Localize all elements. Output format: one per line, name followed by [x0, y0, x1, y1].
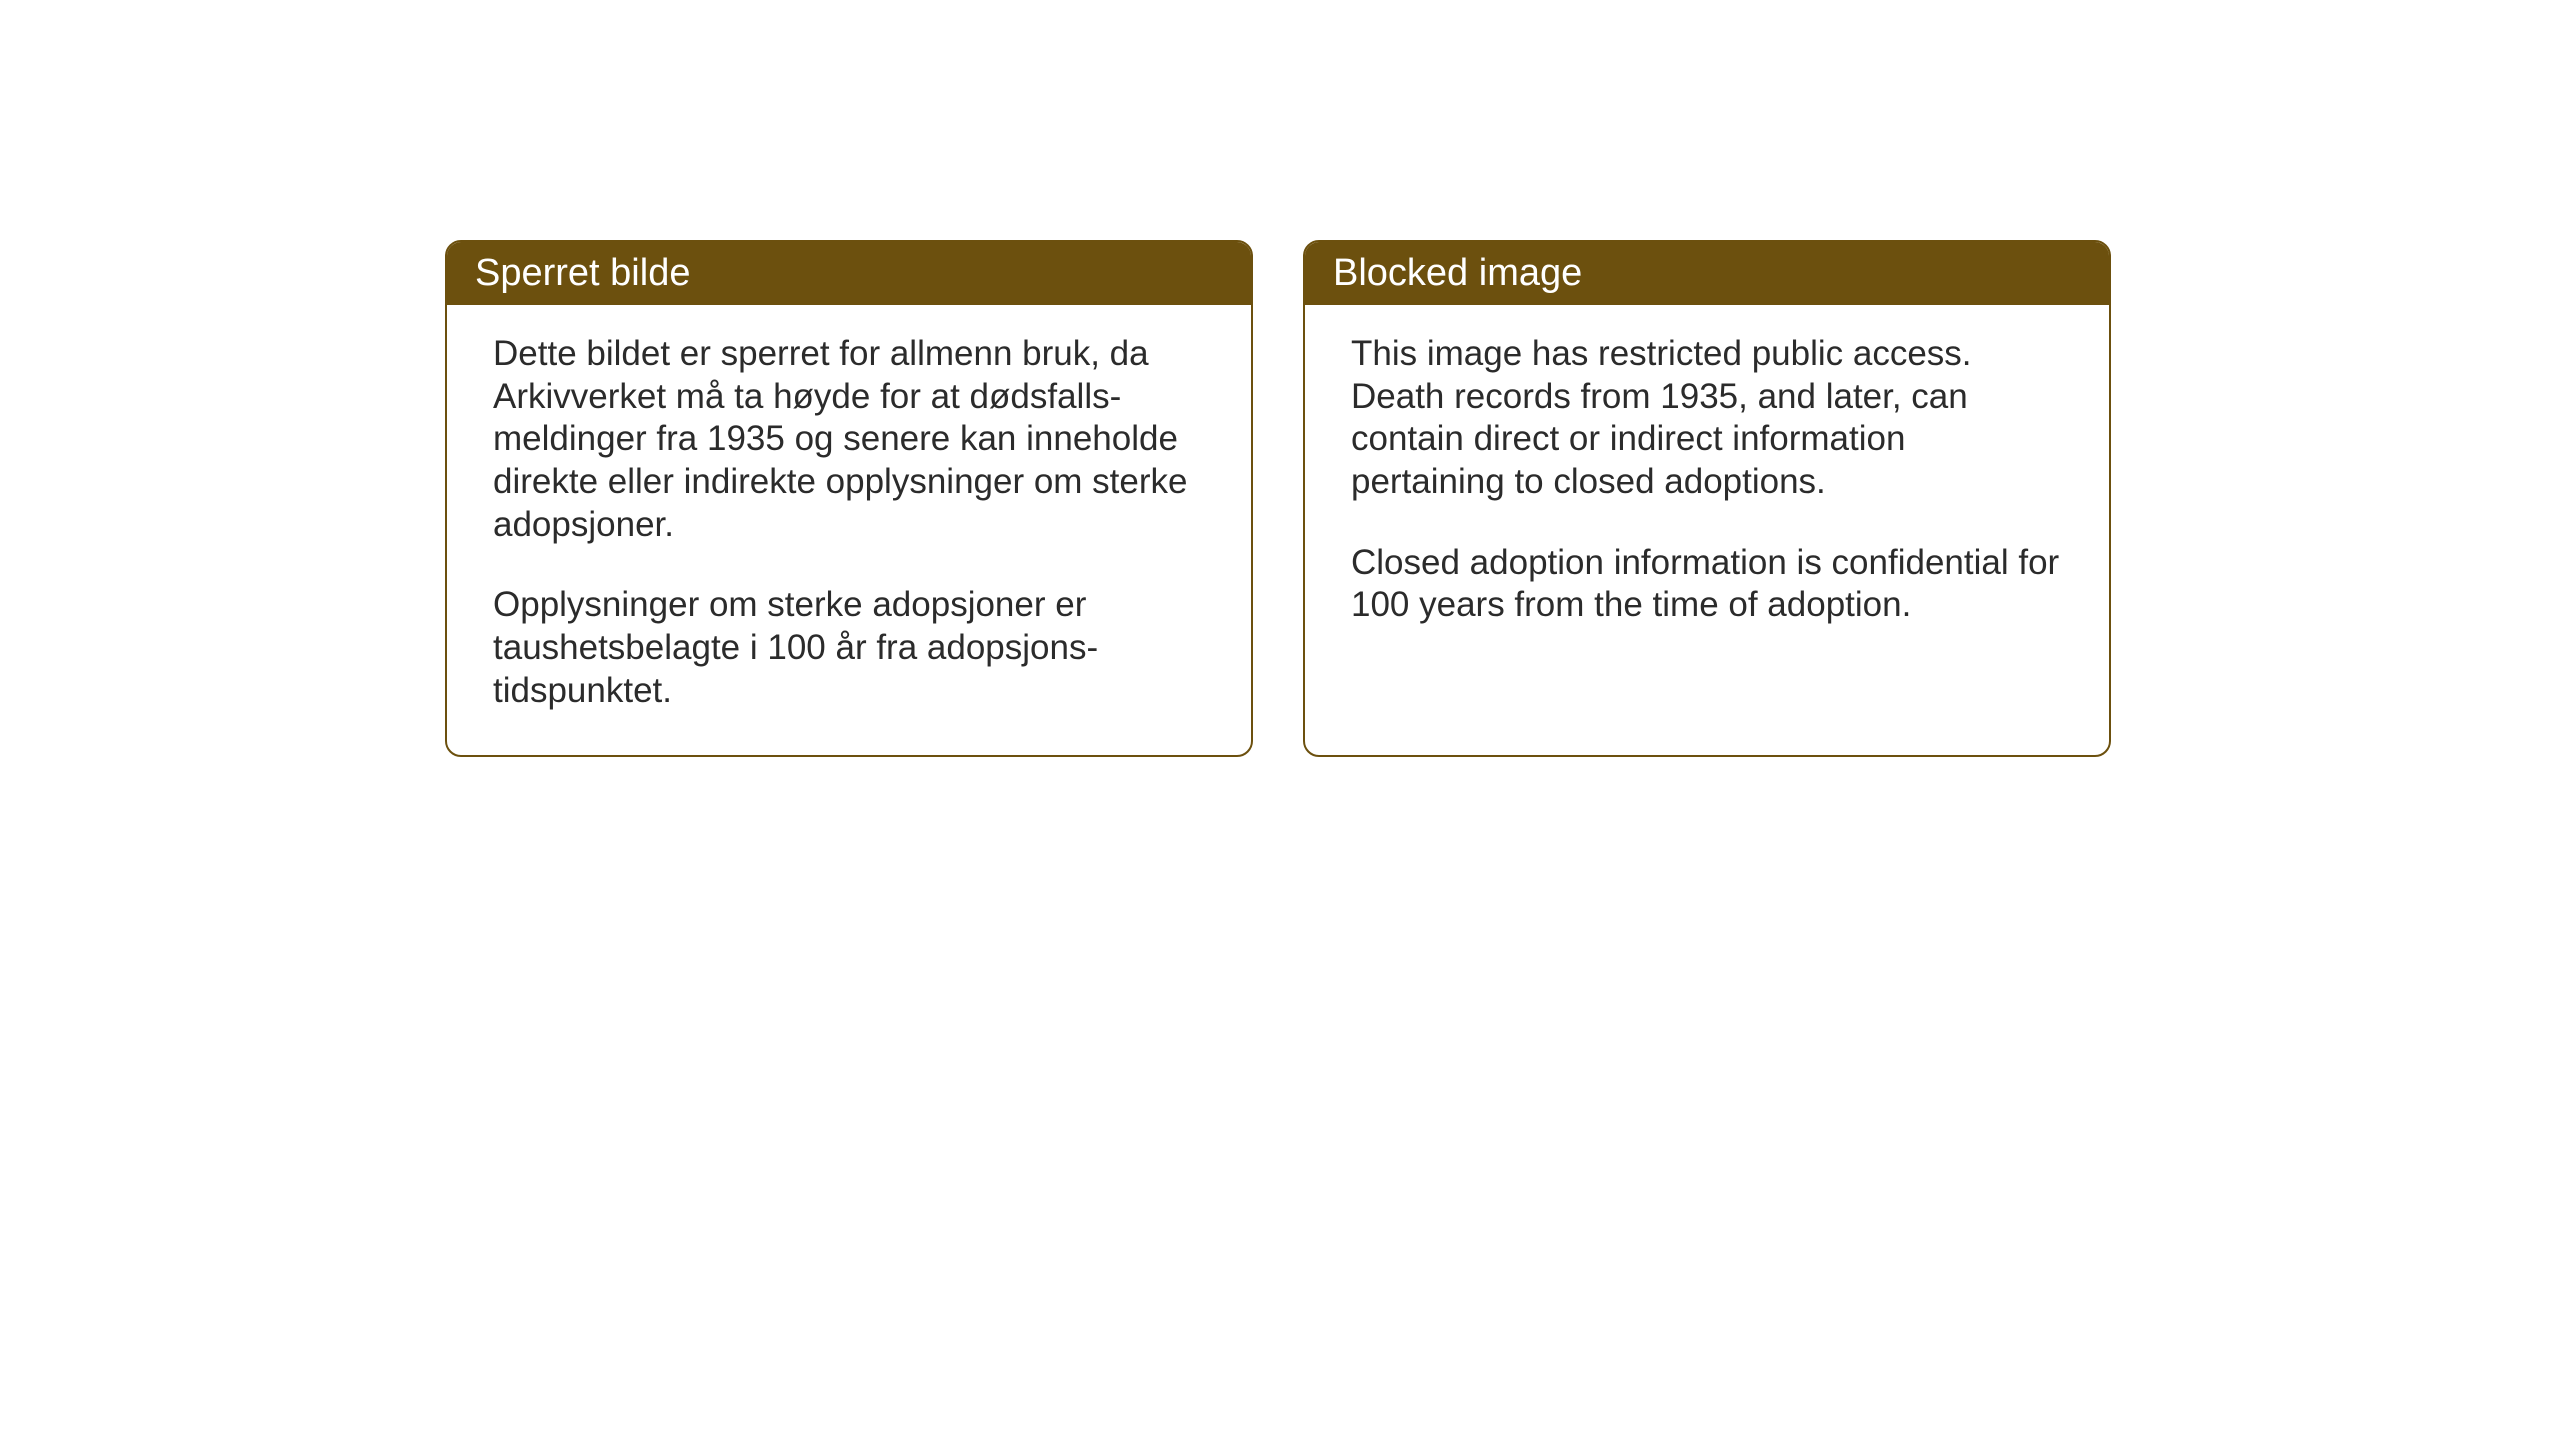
card-paragraph-english-2: Closed adoption information is confident… — [1351, 542, 2063, 627]
card-body-norwegian: Dette bildet er sperret for allmenn bruk… — [447, 305, 1251, 755]
card-paragraph-norwegian-2: Opplysninger om sterke adopsjoner er tau… — [493, 584, 1205, 712]
card-title-english: Blocked image — [1333, 252, 1582, 294]
card-header-english: Blocked image — [1305, 242, 2109, 305]
notice-card-english: Blocked image This image has restricted … — [1303, 240, 2111, 757]
card-body-english: This image has restricted public access.… — [1305, 305, 2109, 669]
card-paragraph-norwegian-1: Dette bildet er sperret for allmenn bruk… — [493, 333, 1205, 546]
card-header-norwegian: Sperret bilde — [447, 242, 1251, 305]
card-paragraph-english-1: This image has restricted public access.… — [1351, 333, 2063, 504]
notice-card-norwegian: Sperret bilde Dette bildet er sperret fo… — [445, 240, 1253, 757]
card-title-norwegian: Sperret bilde — [475, 252, 690, 294]
notice-container: Sperret bilde Dette bildet er sperret fo… — [445, 240, 2111, 757]
